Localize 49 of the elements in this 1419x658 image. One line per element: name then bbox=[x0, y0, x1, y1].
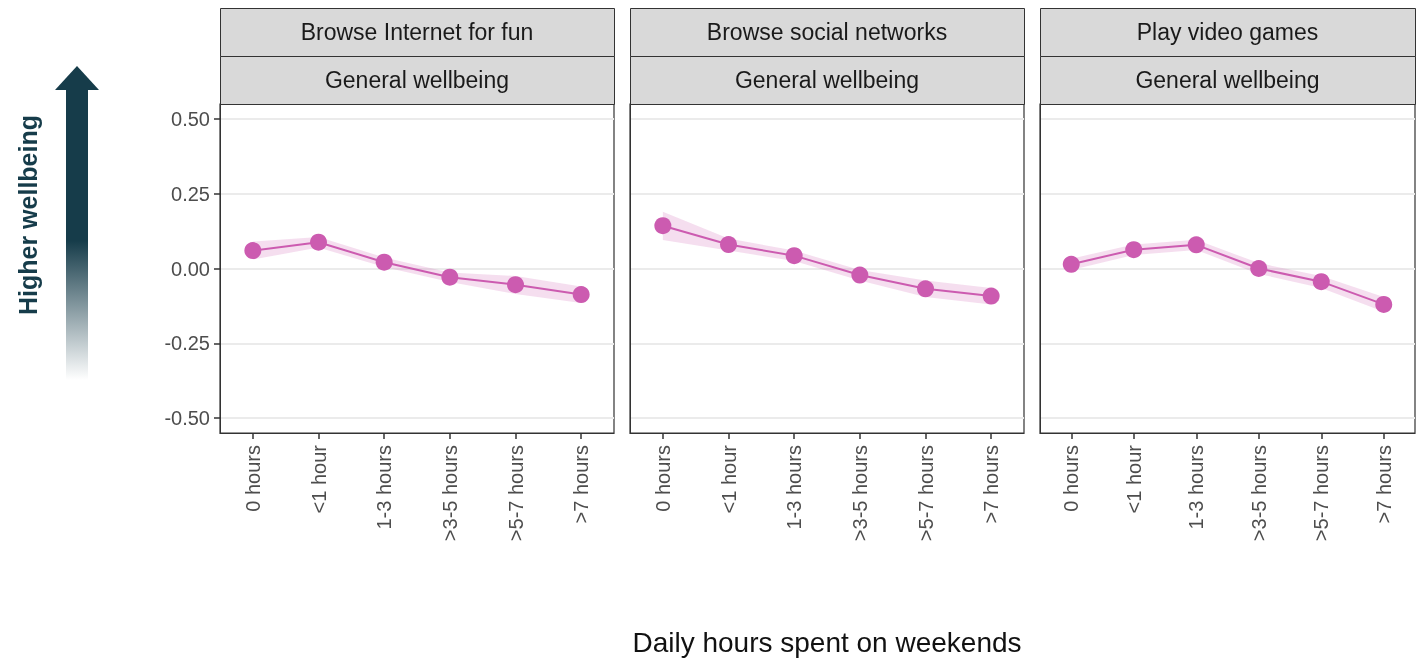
point bbox=[982, 287, 1000, 305]
x-tick-label: >3-5 hours bbox=[1247, 445, 1270, 542]
y-tick-label: 0.25 bbox=[171, 182, 210, 205]
x-tick-label: 0 hours bbox=[241, 445, 264, 512]
text: Higher wellbeing bbox=[13, 114, 43, 316]
x-tick-label: >7 hours bbox=[570, 445, 593, 524]
x-axis-title: Daily hours spent on weekends bbox=[632, 626, 1022, 658]
x-tick-label: <1 hour bbox=[717, 444, 740, 514]
point bbox=[375, 253, 393, 271]
point bbox=[720, 236, 737, 254]
chart-title: Browse Internet for fun bbox=[300, 19, 534, 45]
point bbox=[572, 286, 590, 304]
chart-title: Browse social networks bbox=[706, 19, 948, 45]
x-tick-label: >5-7 hours bbox=[504, 445, 527, 542]
x-tick-label: 1-3 hours bbox=[373, 445, 396, 530]
point bbox=[785, 247, 803, 265]
x-tick-label: <1 hour bbox=[1122, 444, 1145, 514]
y-tick-label: 0.50 bbox=[171, 107, 210, 130]
y-tick-label: -0.50 bbox=[164, 407, 210, 430]
x-tick-label: 1-3 hours bbox=[783, 445, 806, 530]
point bbox=[244, 242, 262, 260]
chart-subtitle: General wellbeing bbox=[734, 67, 920, 93]
x-tick-label: >7 hours bbox=[1372, 445, 1395, 524]
x-tick-label: 0 hours bbox=[1060, 445, 1083, 512]
x-tick-label: >7 hours bbox=[980, 445, 1003, 524]
point bbox=[1250, 260, 1268, 277]
chart-subtitle: General wellbeing bbox=[1135, 67, 1320, 93]
point bbox=[1187, 236, 1205, 254]
point bbox=[917, 280, 934, 298]
point bbox=[441, 268, 459, 286]
point bbox=[1375, 295, 1393, 313]
x-tick-label: >3-5 hours bbox=[438, 445, 461, 542]
chart-subtitle: General wellbeing bbox=[324, 67, 510, 93]
point bbox=[654, 217, 672, 235]
point bbox=[851, 266, 869, 284]
point bbox=[310, 233, 327, 251]
x-tick-label: >3-5 hours bbox=[848, 445, 871, 542]
x-tick-label: 0 hours bbox=[651, 445, 674, 512]
y-tick-label: 0.00 bbox=[171, 257, 210, 280]
x-tick-label: >5-7 hours bbox=[914, 445, 937, 542]
point bbox=[1125, 241, 1143, 259]
x-tick-label: >5-7 hours bbox=[1310, 445, 1333, 542]
point bbox=[1062, 255, 1080, 273]
y-tick-label: -0.25 bbox=[164, 332, 210, 355]
point bbox=[507, 276, 524, 294]
x-tick-label: 1-3 hours bbox=[1185, 445, 1208, 530]
point bbox=[1312, 273, 1330, 291]
x-tick-label: <1 hour bbox=[307, 444, 330, 514]
chart-title: Play video games bbox=[1136, 19, 1319, 45]
